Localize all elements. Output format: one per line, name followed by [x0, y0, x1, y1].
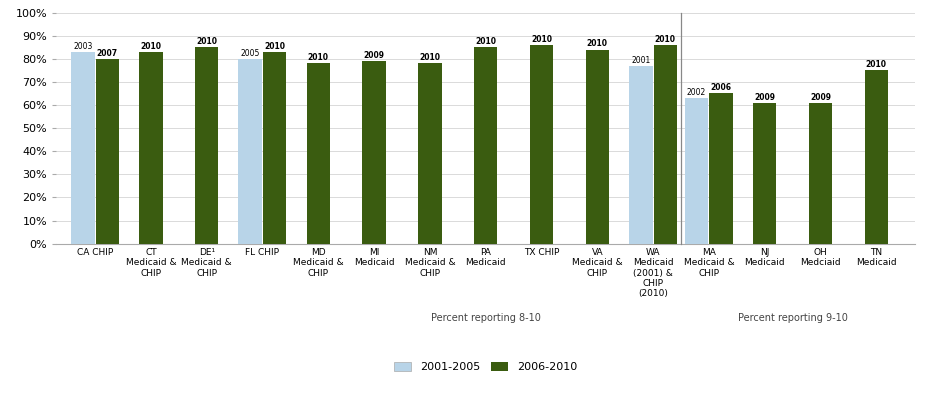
Text: Percent reporting 8-10: Percent reporting 8-10 [431, 313, 541, 323]
Text: 2010: 2010 [587, 39, 608, 48]
Bar [753, 103, 776, 244]
Bar [630, 66, 653, 244]
Text: 2009: 2009 [754, 92, 775, 102]
Text: 2010: 2010 [419, 53, 441, 62]
Text: 2010: 2010 [264, 42, 285, 51]
Text: 2010: 2010 [866, 60, 886, 69]
Bar [809, 103, 832, 244]
Bar [139, 52, 163, 244]
Bar [710, 94, 733, 244]
Text: 2010: 2010 [475, 37, 496, 46]
Text: 2007: 2007 [97, 49, 118, 58]
Bar [95, 59, 120, 244]
Text: 2003: 2003 [73, 42, 92, 51]
Legend: 2001-2005, 2006-2010: 2001-2005, 2006-2010 [389, 357, 582, 377]
Text: 2002: 2002 [687, 88, 706, 97]
Text: 2010: 2010 [531, 35, 552, 44]
Bar [263, 52, 287, 244]
Text: 2009: 2009 [810, 92, 831, 102]
Text: 2006: 2006 [711, 83, 731, 92]
Text: Percent reporting 9-10: Percent reporting 9-10 [738, 313, 847, 323]
Bar [71, 52, 94, 244]
Text: 2010: 2010 [655, 35, 676, 44]
Bar [530, 45, 553, 244]
Bar [865, 70, 888, 244]
Bar [238, 59, 262, 244]
Bar [362, 61, 386, 244]
Bar [685, 98, 708, 244]
Bar [654, 45, 677, 244]
Text: 2010: 2010 [308, 53, 329, 62]
Text: 2010: 2010 [196, 37, 218, 46]
Text: 2009: 2009 [363, 51, 385, 60]
Text: 2001: 2001 [631, 55, 650, 65]
Bar [195, 47, 219, 244]
Text: 2010: 2010 [140, 42, 162, 51]
Text: 2005: 2005 [241, 49, 260, 58]
Bar [418, 63, 442, 244]
Bar [306, 63, 330, 244]
Bar [586, 50, 609, 244]
Bar [474, 47, 498, 244]
